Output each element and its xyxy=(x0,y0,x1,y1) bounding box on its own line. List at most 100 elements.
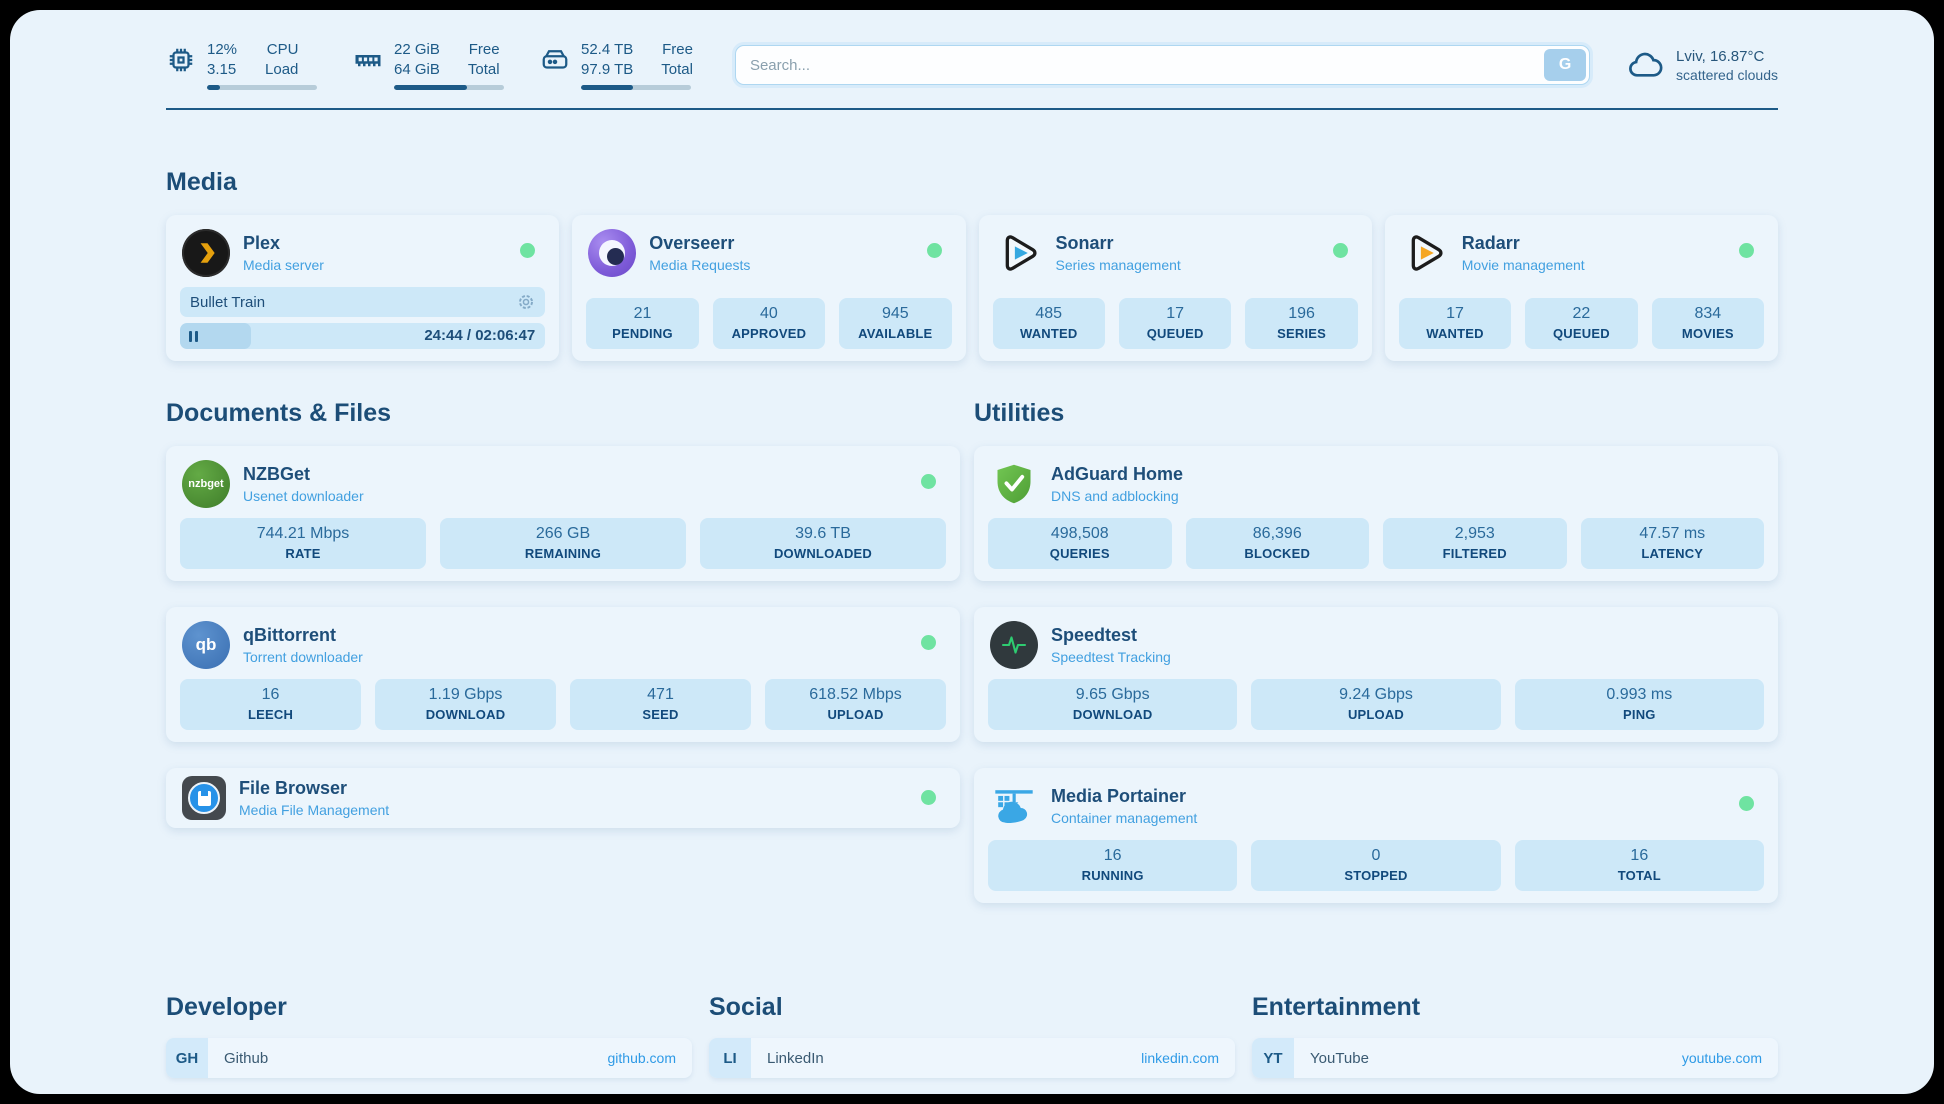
app-name: Radarr xyxy=(1461,233,1520,253)
search-engine-button[interactable]: G xyxy=(1544,49,1587,81)
portainer-icon xyxy=(990,782,1038,830)
status-dot xyxy=(921,474,936,489)
plex-card[interactable]: Plex Media server Bullet Train 24:44 / 0 xyxy=(166,215,560,361)
radarr-card[interactable]: Radarr Movie management 17 WANTED 22 QUEUE… xyxy=(1384,215,1778,361)
weather-location-temp: Lviv, 16.87°C xyxy=(1676,47,1765,65)
sonarr-icon xyxy=(995,229,1043,277)
link-github[interactable]: GH Github github.com xyxy=(166,1038,692,1078)
stat-tile: 16 TOTAL xyxy=(1514,840,1764,891)
stat-tile: 834 MOVIES xyxy=(1651,298,1765,349)
top-bar: 12% 3.15 CPU Load xyxy=(166,40,1778,90)
stat-tile: 498,508 QUERIES xyxy=(988,518,1172,569)
plex-icon xyxy=(182,229,230,277)
weather-condition: scattered clouds xyxy=(1676,66,1778,83)
status-dot xyxy=(1739,243,1754,258)
status-dot xyxy=(520,243,536,258)
link-youtube[interactable]: YT YouTube youtube.com xyxy=(1252,1038,1778,1078)
qbittorrent-card[interactable]: qb qBittorrent Torrent downloader 16 LEEC… xyxy=(166,607,960,742)
disk-free-value: 52.4 TB xyxy=(581,41,634,58)
app-subtitle: Speedtest Tracking xyxy=(1051,649,1171,665)
app-name: Media Portainer xyxy=(1051,786,1187,806)
app-name: Overseerr xyxy=(649,233,735,253)
qbittorrent-icon: qb xyxy=(182,621,230,669)
stat-tile: 0.993 ms PING xyxy=(1514,679,1764,730)
radarr-icon xyxy=(1401,229,1449,277)
filebrowser-card[interactable]: File Browser Media File Management xyxy=(166,768,960,828)
status-dot xyxy=(921,635,936,650)
stat-tile: 39.6 TB DOWNLOADED xyxy=(700,518,946,569)
stat-tile: 0 STOPPED xyxy=(1251,840,1501,891)
documents-column: Documents & Files nzbget NZBGet Usenet d… xyxy=(166,361,960,854)
utilities-section-title: Utilities xyxy=(974,399,1065,427)
status-dot xyxy=(926,243,942,258)
app-name: AdGuard Home xyxy=(1051,464,1184,484)
stat-tile: 86,396 BLOCKED xyxy=(1185,518,1369,569)
stat-tile: 471 SEED xyxy=(570,679,751,730)
developer-section-title: Developer xyxy=(166,993,287,1021)
cpu-label-1: CPU xyxy=(266,41,299,58)
social-section-title: Social xyxy=(709,993,783,1021)
session-settings-icon[interactable] xyxy=(517,293,535,311)
app-subtitle: DNS and adblocking xyxy=(1051,488,1179,504)
sonarr-card[interactable]: Sonarr Series management 485 WANTED 17 QUE… xyxy=(978,215,1372,361)
app-subtitle: Container management xyxy=(1051,810,1198,826)
stat-tile: 21 PENDING xyxy=(586,298,699,349)
status-dot xyxy=(1332,243,1348,258)
pause-icon xyxy=(189,330,192,342)
app-subtitle: Torrent downloader xyxy=(243,649,363,665)
nzbget-icon: nzbget xyxy=(182,460,230,508)
search-input[interactable] xyxy=(734,45,1591,85)
speedtest-icon xyxy=(990,621,1038,669)
app-subtitle: Media File Management xyxy=(239,802,390,818)
entertainment-column: Entertainment YT YouTube youtube.com NF … xyxy=(1252,935,1778,1094)
cpu-progress-bar xyxy=(207,85,317,90)
portainer-card[interactable]: Media Portainer Container management 16 R… xyxy=(974,768,1778,903)
weather-widget: Lviv, 16.87°C scattered clouds xyxy=(1626,46,1778,84)
youtube-badge: YT xyxy=(1252,1038,1294,1078)
stat-tile: 16 LEECH xyxy=(180,679,361,730)
disk-label-2: Total xyxy=(661,60,693,78)
ram-free-value: 22 GiB xyxy=(394,41,440,58)
stat-tile: 22 QUEUED xyxy=(1525,298,1638,349)
app-subtitle: Movie management xyxy=(1461,257,1585,273)
stat-tile: 40 APPROVED xyxy=(712,298,826,349)
app-name: File Browser xyxy=(239,778,348,798)
adguard-icon xyxy=(990,460,1038,508)
media-section-title: Media xyxy=(166,168,237,196)
overseerr-icon xyxy=(588,229,637,277)
stat-tile: 196 SERIES xyxy=(1245,298,1358,349)
stat-tile: 485 WANTED xyxy=(992,298,1105,349)
ram-widget: 22 GiB 64 GiB Free Total xyxy=(353,40,504,90)
filebrowser-icon xyxy=(182,776,226,820)
status-dot xyxy=(1739,796,1754,811)
app-name: NZBGet xyxy=(243,464,310,484)
stat-tile: 266 GB REMAINING xyxy=(440,518,686,569)
app-subtitle: Media Requests xyxy=(649,257,751,273)
cpu-load-value: 3.15 xyxy=(207,60,237,78)
cpu-icon xyxy=(169,48,193,71)
speedtest-card[interactable]: Speedtest Speedtest Tracking 9.65 Gbps DO… xyxy=(974,607,1778,742)
nzbget-card[interactable]: nzbget NZBGet Usenet downloader 744.21 M… xyxy=(166,446,960,581)
stat-tile: 9.24 Gbps UPLOAD xyxy=(1251,679,1501,730)
playback-progress-bar: 24:44 / 02:06:47 xyxy=(180,323,546,349)
documents-section-title: Documents & Files xyxy=(166,399,392,427)
ram-icon xyxy=(355,54,381,66)
disk-progress-bar xyxy=(581,85,691,90)
stat-tile: 1.19 Gbps DOWNLOAD xyxy=(375,679,556,730)
stat-tile: 945 AVAILABLE xyxy=(839,298,952,349)
overseerr-card[interactable]: Overseerr Media Requests 21 PENDING 40 APP… xyxy=(572,215,966,361)
stat-tile: 47.57 ms LATENCY xyxy=(1580,518,1764,569)
linkedin-badge: LI xyxy=(709,1038,751,1078)
cpu-label-2: Load xyxy=(265,60,299,78)
app-subtitle: Media server xyxy=(243,257,324,273)
app-subtitle: Series management xyxy=(1055,257,1181,273)
stat-tile: 9.65 Gbps DOWNLOAD xyxy=(988,679,1238,730)
now-playing-row: Bullet Train xyxy=(180,287,546,317)
adguard-card[interactable]: AdGuard Home DNS and adblocking 498,508 Q… xyxy=(974,446,1778,581)
stat-tile: 16 RUNNING xyxy=(988,840,1238,891)
link-linkedin[interactable]: LI LinkedIn linkedin.com xyxy=(709,1038,1235,1078)
cpu-percent: 12% xyxy=(207,41,238,58)
app-subtitle: Usenet downloader xyxy=(243,488,364,504)
dashboard-page: 12% 3.15 CPU Load xyxy=(10,10,1934,1094)
stat-tile: 744.21 Mbps RATE xyxy=(180,518,426,569)
